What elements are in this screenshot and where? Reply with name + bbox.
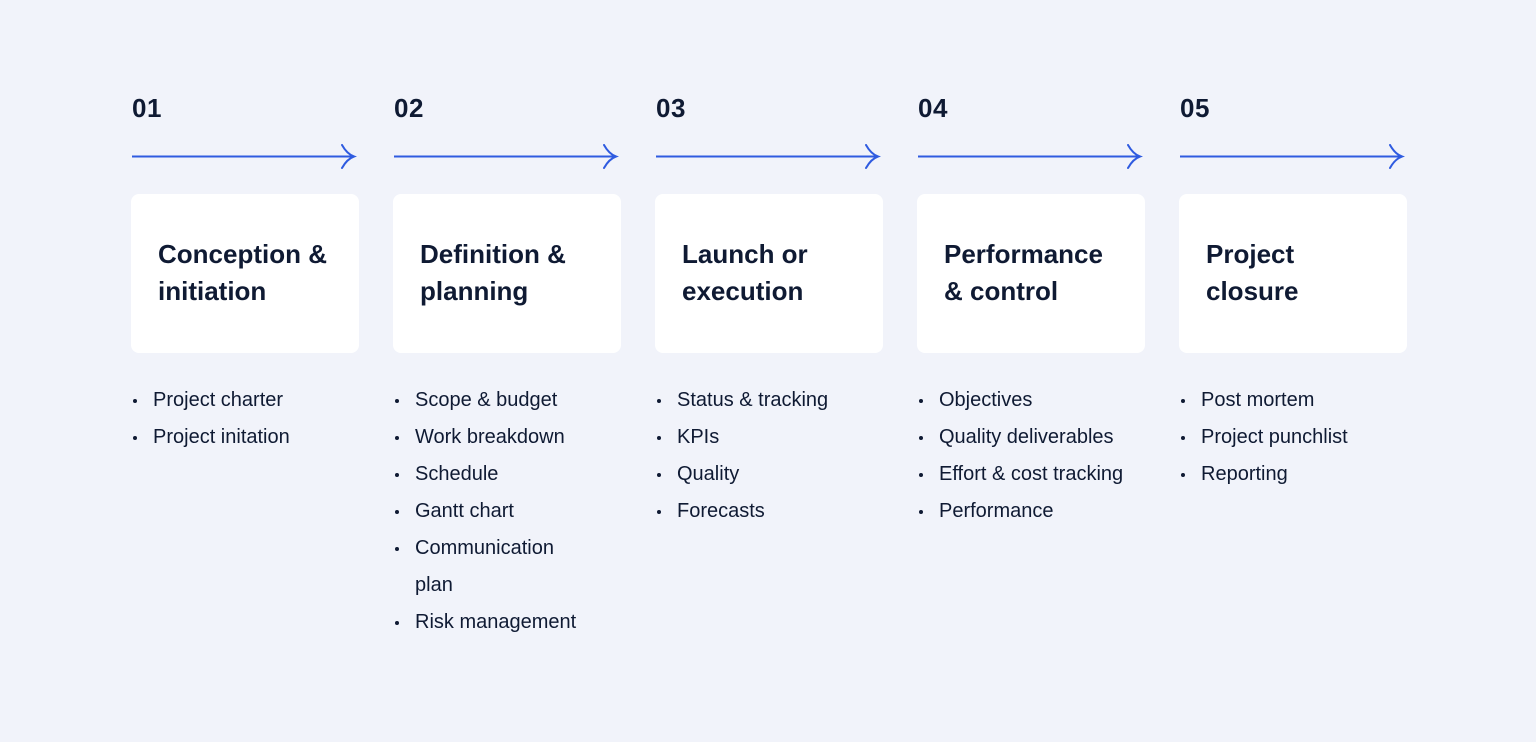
phase-number: 03 [656,93,686,123]
list-item: Communication plan [393,530,583,604]
phase-items: Project charter Project initation [131,382,361,456]
phase-title: Performance & control [944,239,1103,306]
phase-card: Conception & initiation [131,194,359,353]
phase-card: Performance & control [917,194,1145,353]
phase-card: Definition & planning [393,194,621,353]
list-item: Risk management [393,604,583,641]
arrow-right-icon [918,144,1143,169]
list-item: Reporting [1179,456,1409,493]
phase-items: Status & tracking KPIs Quality Forecasts [655,382,885,530]
phase-title: Project closure [1206,239,1299,306]
phase-items: Scope & budget Work breakdown Schedule Gant… [393,382,583,641]
list-item: Objectives [917,382,1127,419]
phase-card: Launch or execution [655,194,883,353]
phase-number: 02 [394,93,424,123]
list-item: Forecasts [655,493,885,530]
list-item: Gantt chart [393,493,583,530]
phase-title: Conception & initiation [158,239,327,306]
list-item: KPIs [655,419,885,456]
list-item: Post mortem [1179,382,1409,419]
phase-items: Post mortem Project punchlist Reporting [1179,382,1409,493]
phase-number: 04 [918,93,948,123]
phase-number: 01 [132,93,162,123]
arrow-right-icon [1180,144,1405,169]
list-item: Performance [917,493,1127,530]
phase-number: 05 [1180,93,1210,123]
arrow-right-icon [394,144,619,169]
phase-title: Launch or execution [682,239,808,306]
arrow-right-icon [132,144,357,169]
list-item: Project punchlist [1179,419,1409,456]
list-item: Scope & budget [393,382,583,419]
list-item: Schedule [393,456,583,493]
list-item: Status & tracking [655,382,885,419]
list-item: Quality [655,456,885,493]
phase-card: Project closure [1179,194,1407,353]
phase-items: Objectives Quality deliverables Effort & c… [917,382,1127,530]
list-item: Project initation [131,419,361,456]
list-item: Quality deliverables [917,419,1127,456]
list-item: Project charter [131,382,361,419]
list-item: Work breakdown [393,419,583,456]
list-item: Effort & cost tracking [917,456,1127,493]
phase-title: Definition & planning [420,239,566,306]
arrow-right-icon [656,144,881,169]
